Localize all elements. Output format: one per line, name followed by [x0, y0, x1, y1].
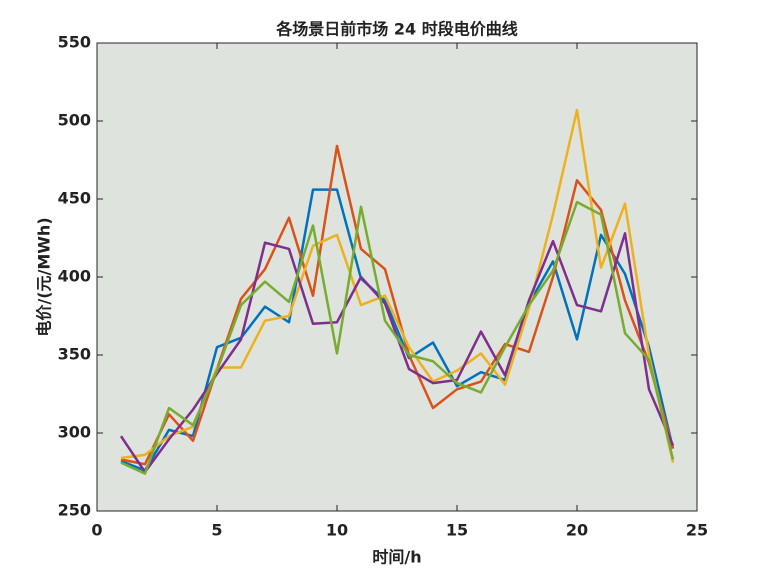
- y-tick-label: 500: [58, 111, 91, 130]
- chart-title: 各场景日前市场 24 时段电价曲线: [275, 20, 517, 39]
- data-line: [120, 188, 675, 472]
- y-tick-label: 350: [58, 345, 91, 364]
- data-line: [120, 200, 675, 475]
- plot-area: [97, 43, 697, 511]
- x-tick-label: 15: [446, 521, 468, 540]
- x-tick-label: 10: [326, 521, 348, 540]
- y-tick-label: 450: [58, 189, 91, 208]
- x-axis-label: 时间/h: [372, 548, 421, 567]
- x-tick-label: 25: [686, 521, 708, 540]
- y-tick-label: 300: [58, 423, 91, 442]
- y-tick-label: 250: [58, 501, 91, 520]
- y-tick-label: 550: [58, 33, 91, 52]
- x-tick-label: 5: [211, 521, 222, 540]
- y-axis-label: 电价/(元/MWh): [35, 217, 54, 336]
- y-tick-label: 400: [58, 267, 91, 286]
- x-tick-label: 0: [91, 521, 102, 540]
- x-tick-label: 20: [566, 521, 588, 540]
